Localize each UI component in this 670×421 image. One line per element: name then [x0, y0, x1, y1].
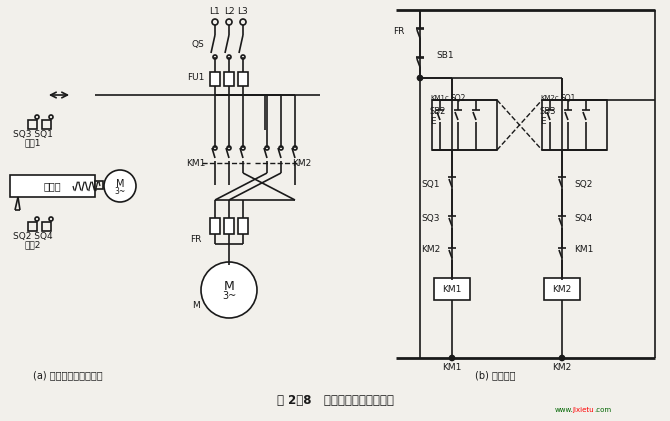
- Circle shape: [35, 115, 39, 119]
- Circle shape: [240, 19, 246, 25]
- Text: KM1: KM1: [574, 245, 594, 255]
- Text: FR: FR: [394, 27, 405, 37]
- Text: L3: L3: [238, 8, 249, 16]
- Text: 图 2－8   自动循环往复控制线路: 图 2－8 自动循环往复控制线路: [277, 394, 393, 407]
- Bar: [544, 278, 580, 300]
- Circle shape: [226, 19, 232, 25]
- Text: M: M: [192, 301, 200, 309]
- Circle shape: [293, 146, 297, 150]
- Bar: [10, 175, 95, 197]
- Bar: [542, 100, 607, 150]
- Text: SB3: SB3: [540, 107, 557, 117]
- Text: SQ2: SQ2: [450, 93, 466, 102]
- Bar: [224, 72, 234, 86]
- Text: 工作台: 工作台: [43, 181, 61, 191]
- Text: www.: www.: [555, 407, 574, 413]
- Text: E: E: [540, 117, 545, 126]
- Text: E: E: [430, 117, 436, 126]
- Circle shape: [279, 146, 283, 150]
- Circle shape: [104, 170, 136, 202]
- Text: FR: FR: [190, 235, 202, 245]
- Circle shape: [241, 146, 245, 150]
- Circle shape: [49, 115, 53, 119]
- Circle shape: [559, 355, 565, 360]
- Text: SQ1: SQ1: [421, 181, 440, 189]
- Text: FU1: FU1: [188, 74, 205, 83]
- Text: KM1: KM1: [442, 363, 462, 373]
- Bar: [42, 222, 51, 231]
- Circle shape: [417, 75, 423, 80]
- Text: KM2c: KM2c: [541, 95, 559, 101]
- Text: KM2: KM2: [552, 363, 572, 373]
- Text: (b) 控制线路: (b) 控制线路: [475, 370, 515, 380]
- Text: 3~: 3~: [115, 187, 126, 195]
- Bar: [238, 218, 248, 234]
- Text: KM2: KM2: [552, 285, 572, 293]
- Circle shape: [450, 355, 454, 360]
- Text: 位置1: 位置1: [25, 139, 42, 147]
- Bar: [238, 72, 248, 86]
- Text: KM2: KM2: [292, 158, 312, 168]
- Circle shape: [241, 55, 245, 59]
- Text: 3~: 3~: [222, 291, 236, 301]
- Text: SB2: SB2: [430, 107, 446, 117]
- Circle shape: [201, 262, 257, 318]
- Text: L1: L1: [210, 8, 220, 16]
- Bar: [95, 181, 103, 189]
- Text: KM1: KM1: [442, 285, 462, 293]
- Text: 位置2: 位置2: [25, 240, 41, 250]
- Bar: [28, 222, 37, 231]
- Bar: [210, 218, 220, 234]
- Circle shape: [49, 217, 53, 221]
- Bar: [432, 100, 497, 150]
- Text: QS: QS: [192, 40, 204, 50]
- Text: SQ1: SQ1: [560, 93, 576, 102]
- Bar: [28, 120, 37, 129]
- Text: SQ3: SQ3: [421, 213, 440, 223]
- Circle shape: [213, 146, 217, 150]
- Circle shape: [35, 217, 39, 221]
- Text: L2: L2: [224, 8, 234, 16]
- Text: KM1: KM1: [186, 158, 206, 168]
- Text: SQ2: SQ2: [574, 181, 592, 189]
- Circle shape: [212, 19, 218, 25]
- Bar: [42, 120, 51, 129]
- Text: SB1: SB1: [436, 51, 454, 59]
- Text: SQ4: SQ4: [574, 213, 592, 223]
- Text: SQ3 SQ1: SQ3 SQ1: [13, 131, 53, 139]
- Text: M: M: [116, 179, 124, 189]
- Text: M: M: [224, 280, 234, 293]
- Text: jixietu: jixietu: [572, 407, 594, 413]
- Bar: [434, 278, 470, 300]
- Circle shape: [265, 146, 269, 150]
- Text: SQ2 SQ4: SQ2 SQ4: [13, 232, 53, 242]
- Text: .com: .com: [594, 407, 611, 413]
- Bar: [224, 218, 234, 234]
- Text: (a) 工作自动循环示意图: (a) 工作自动循环示意图: [34, 370, 103, 380]
- Circle shape: [213, 55, 217, 59]
- Circle shape: [227, 146, 231, 150]
- Bar: [210, 72, 220, 86]
- Text: KM1c: KM1c: [431, 95, 450, 101]
- Text: KM2: KM2: [421, 245, 440, 255]
- Circle shape: [227, 55, 231, 59]
